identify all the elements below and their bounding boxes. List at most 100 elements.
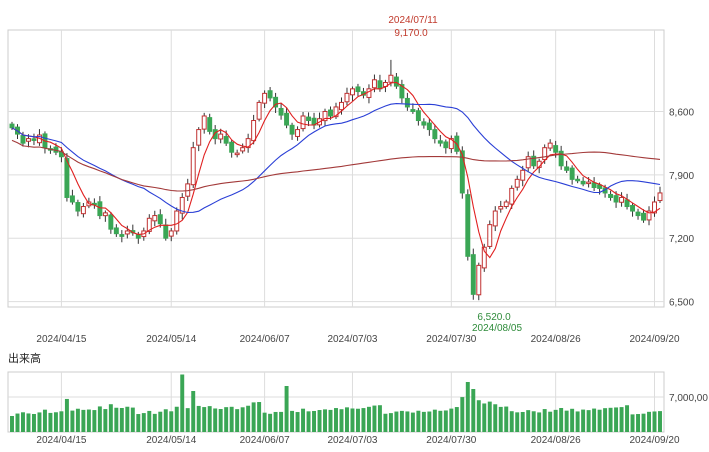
volume-bar xyxy=(64,398,69,432)
volume-bar xyxy=(520,411,525,432)
candle-down xyxy=(575,178,581,182)
volume-bar xyxy=(323,409,327,432)
candle-down xyxy=(635,211,641,217)
volume-bar xyxy=(191,391,196,432)
volume-bar xyxy=(553,409,558,432)
candle-up xyxy=(344,92,350,103)
volume-bar xyxy=(399,410,404,432)
volume-bar xyxy=(449,408,454,432)
candle-up xyxy=(371,79,377,89)
volume-bar xyxy=(377,405,382,432)
volume-bar xyxy=(334,408,338,432)
candle-up xyxy=(300,115,306,130)
volume-bar xyxy=(174,406,179,432)
candle-down xyxy=(630,205,636,212)
candle-down xyxy=(207,117,213,132)
volume-bar xyxy=(345,407,349,432)
volume-bar xyxy=(114,407,119,432)
candle-down xyxy=(278,107,284,116)
volume-bar xyxy=(487,401,492,432)
candle-down xyxy=(426,122,432,131)
volume-bar xyxy=(21,412,25,432)
candle-down xyxy=(355,86,361,93)
candle-down xyxy=(20,135,26,144)
candle-down xyxy=(459,150,465,194)
candle-down xyxy=(113,227,119,235)
candle-down xyxy=(229,141,235,153)
candle-down xyxy=(437,140,443,144)
price-x-tick-label: 2024/09/20 xyxy=(629,334,679,345)
volume-bar xyxy=(482,403,487,432)
volume-bar xyxy=(15,413,20,432)
volume-bar xyxy=(570,408,575,432)
volume-bar xyxy=(597,409,602,432)
volume-bar xyxy=(10,416,14,432)
candle-down xyxy=(97,201,103,217)
candle-up xyxy=(179,196,185,214)
price-x-tick-label: 2024/07/30 xyxy=(426,334,476,345)
volume-bar xyxy=(257,402,262,432)
candle-up xyxy=(448,138,454,150)
volume-bar xyxy=(537,412,542,432)
candle-down xyxy=(569,167,575,180)
volume-bar xyxy=(125,406,130,432)
volume-bar xyxy=(625,405,630,432)
volume-bar xyxy=(630,414,635,432)
volume-bar xyxy=(465,382,470,432)
volume-bar xyxy=(416,410,421,432)
volume-bar xyxy=(295,412,300,432)
candle-up xyxy=(174,210,180,232)
candle-down xyxy=(591,182,597,189)
candle-down xyxy=(404,97,410,108)
candle-down xyxy=(553,145,559,153)
volume-bar xyxy=(290,410,295,432)
volume-bar xyxy=(42,409,47,432)
volume-bar xyxy=(421,411,426,432)
candle-down xyxy=(157,214,163,225)
volume-bar xyxy=(119,408,124,432)
low-value-label: 6,520.0 xyxy=(477,312,511,323)
volume-bar xyxy=(147,410,152,432)
volume-bar xyxy=(509,411,514,432)
volume-bar xyxy=(531,411,536,432)
volume-bar xyxy=(559,408,564,432)
candle-up xyxy=(196,129,202,146)
price-x-tick-label: 2024/06/07 xyxy=(240,334,290,345)
candle-up xyxy=(657,192,663,202)
candle-down xyxy=(108,214,114,230)
volume-x-tick-label: 2024/05/14 xyxy=(146,435,196,446)
candle-up xyxy=(218,133,224,140)
candle-up xyxy=(481,246,487,269)
candle-up xyxy=(503,201,509,208)
volume-bar xyxy=(75,408,80,432)
candle-up xyxy=(520,169,526,181)
candle-up xyxy=(256,101,262,120)
volume-bar xyxy=(372,405,377,432)
volume-bar xyxy=(108,404,113,432)
ma-line-short xyxy=(11,81,661,259)
price-x-tick-label: 2024/07/03 xyxy=(327,334,377,345)
volume-bar xyxy=(603,408,608,432)
volume-bar xyxy=(53,412,58,432)
volume-x-tick-label: 2024/07/30 xyxy=(426,435,476,446)
candle-down xyxy=(212,129,218,140)
candle-up xyxy=(366,88,372,98)
candle-down xyxy=(470,254,476,295)
volume-bar xyxy=(548,411,553,432)
volume-bar xyxy=(163,409,168,432)
candle-up xyxy=(80,206,86,215)
volume-bar xyxy=(432,409,437,432)
candle-down xyxy=(9,123,15,129)
volume-bar xyxy=(361,408,366,432)
candle-up xyxy=(234,152,240,156)
volume-bar xyxy=(460,397,465,432)
candle-up xyxy=(492,210,498,227)
volume-bar xyxy=(229,406,234,432)
volume-bar xyxy=(652,411,657,432)
volume-bar xyxy=(564,410,569,432)
volume-bar xyxy=(328,409,333,432)
volume-bar xyxy=(279,411,284,432)
price-y-tick-label: 6,500 xyxy=(669,298,694,309)
candle-up xyxy=(619,196,625,203)
